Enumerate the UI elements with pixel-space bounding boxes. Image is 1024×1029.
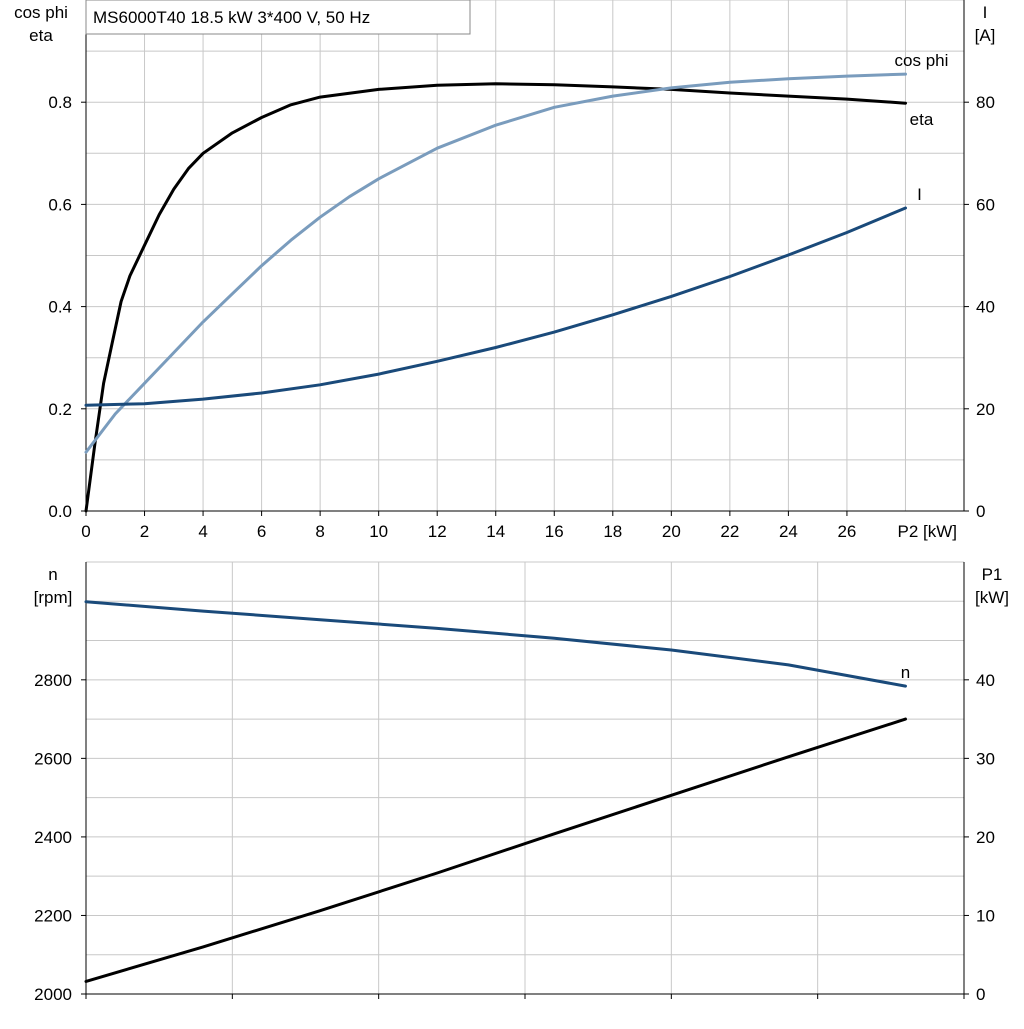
- y-right-tick-label: 30: [976, 749, 995, 768]
- series-line-p1-1: [84, 717, 907, 983]
- series-line-cos-phi: [84, 72, 907, 454]
- y-right-axis-label: [kW]: [975, 588, 1009, 607]
- chart-title: MS6000T40 18.5 kW 3*400 V, 50 Hz: [93, 8, 370, 27]
- series-line-n: [84, 600, 907, 688]
- y-left-tick-label: 2800: [34, 671, 72, 690]
- x-tick-label: 2: [140, 522, 149, 541]
- y-right-tick-label: 60: [976, 195, 995, 214]
- x-tick-label: 0: [81, 522, 90, 541]
- y-right-axis-label: P1: [982, 565, 1003, 584]
- y-right-tick-label: 0: [976, 985, 985, 1004]
- y-right-tick-label: 40: [976, 671, 995, 690]
- series-label-I: I: [917, 185, 922, 204]
- x-tick-label: 16: [545, 522, 564, 541]
- y-right-tick-label: 10: [976, 906, 995, 925]
- y-right-tick-label: 20: [976, 828, 995, 847]
- series-label-n: n: [901, 663, 910, 682]
- y-left-tick-label: 0.8: [48, 93, 72, 112]
- x-tick-label: 12: [428, 522, 447, 541]
- x-tick-label: 8: [315, 522, 324, 541]
- y-left-tick-label: 2000: [34, 985, 72, 1004]
- y-left-tick-label: 2200: [34, 906, 72, 925]
- x-tick-label: 22: [720, 522, 739, 541]
- series-label-cos-phi: cos phi: [895, 51, 949, 70]
- y-right-tick-label: 20: [976, 400, 995, 419]
- x-tick-label: 14: [486, 522, 505, 541]
- y-left-tick-label: 0.6: [48, 195, 72, 214]
- chart-title-box: [85, 0, 471, 35]
- y-right-tick-label: 0: [976, 502, 985, 521]
- x-tick-label: 4: [198, 522, 207, 541]
- y-left-axis-label: eta: [29, 26, 53, 45]
- x-tick-label: 24: [779, 522, 798, 541]
- y-left-tick-label: 2600: [34, 749, 72, 768]
- y-left-axis-label: n: [48, 565, 57, 584]
- series-label-eta: eta: [910, 110, 934, 129]
- y-right-axis-label: I: [983, 3, 988, 22]
- x-axis-label: P2 [kW]: [897, 522, 957, 541]
- y-left-tick-label: 0.0: [48, 502, 72, 521]
- y-left-tick-label: 2400: [34, 828, 72, 847]
- y-right-axis-label: [A]: [975, 26, 996, 45]
- y-left-axis-label: cos phi: [14, 3, 68, 22]
- y-left-tick-label: 0.2: [48, 400, 72, 419]
- x-tick-label: 20: [662, 522, 681, 541]
- x-tick-label: 18: [603, 522, 622, 541]
- y-right-tick-label: 80: [976, 93, 995, 112]
- top-panel: 0 2 4 6 8 10 12 14 16 18 20 22 24 26 P2 [kW]0.00.20.40…: [14, 0, 995, 541]
- bottom-panel: 2000 2200 2400 2600 2800 0 10 20 30 40 n [rpm] P1 [kW…: [34, 561, 1009, 1004]
- series-line-I: [84, 206, 907, 407]
- x-tick-label: 6: [257, 522, 266, 541]
- x-tick-label: 26: [837, 522, 856, 541]
- y-right-tick-label: 40: [976, 298, 995, 317]
- y-left-axis-label: [rpm]: [34, 588, 73, 607]
- y-left-tick-label: 0.4: [48, 298, 72, 317]
- x-tick-label: 10: [369, 522, 388, 541]
